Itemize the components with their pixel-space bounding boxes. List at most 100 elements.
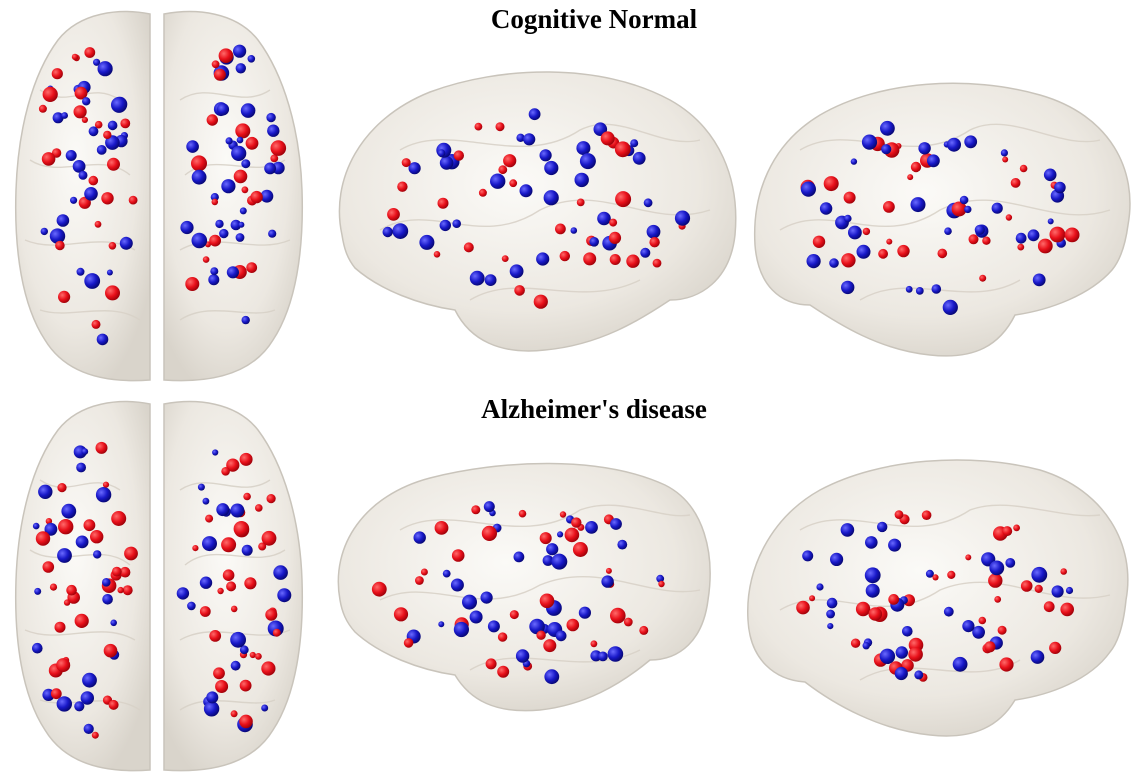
blue-node bbox=[551, 553, 568, 570]
red-node bbox=[495, 122, 505, 132]
blue-node bbox=[484, 274, 497, 286]
blue-node bbox=[643, 198, 653, 208]
red-node bbox=[868, 607, 883, 621]
red-node bbox=[122, 585, 133, 596]
blue-node bbox=[880, 120, 895, 136]
node-layer bbox=[32, 44, 1080, 739]
blue-node bbox=[816, 583, 824, 591]
red-node bbox=[590, 640, 598, 648]
red-node bbox=[108, 242, 117, 250]
blue-node bbox=[74, 701, 85, 712]
red-node bbox=[576, 198, 585, 207]
blue-node bbox=[78, 170, 88, 180]
blue-node bbox=[888, 538, 902, 552]
red-node bbox=[932, 574, 939, 581]
blue-node bbox=[1030, 650, 1045, 664]
blue-node bbox=[516, 133, 525, 142]
red-node bbox=[559, 511, 567, 518]
blue-node bbox=[215, 219, 224, 229]
blue-node bbox=[601, 575, 614, 588]
blue-node bbox=[186, 140, 199, 153]
blue-node bbox=[267, 124, 280, 137]
blue-node bbox=[865, 583, 880, 598]
panel-title-cognitive-normal: Cognitive Normal bbox=[490, 4, 698, 34]
blue-node bbox=[585, 521, 598, 534]
red-node bbox=[107, 157, 120, 171]
red-node bbox=[266, 494, 276, 504]
blue-node bbox=[241, 544, 253, 556]
blue-node bbox=[439, 156, 454, 170]
blue-node bbox=[438, 621, 445, 628]
blue-node bbox=[589, 237, 599, 247]
blue-node bbox=[419, 234, 435, 250]
blue-node bbox=[931, 284, 942, 294]
red-node bbox=[997, 625, 1007, 635]
red-node bbox=[84, 47, 96, 58]
red-node bbox=[433, 251, 441, 258]
red-node bbox=[823, 176, 839, 192]
red-node bbox=[463, 242, 474, 253]
blue-node bbox=[848, 225, 862, 240]
red-node bbox=[623, 617, 633, 627]
blue-node bbox=[947, 137, 961, 152]
red-node bbox=[393, 607, 409, 622]
blue-node bbox=[894, 666, 908, 681]
red-node bbox=[239, 714, 253, 729]
red-node bbox=[50, 688, 62, 700]
blue-node bbox=[176, 587, 190, 600]
blue-node bbox=[203, 701, 220, 717]
red-node bbox=[609, 218, 618, 227]
red-node bbox=[270, 154, 279, 163]
red-node bbox=[209, 630, 222, 642]
blue-node bbox=[97, 61, 113, 77]
blue-node bbox=[111, 96, 127, 113]
red-node bbox=[1002, 156, 1009, 163]
red-node bbox=[658, 580, 665, 588]
red-node bbox=[185, 277, 200, 291]
red-node bbox=[894, 510, 904, 519]
red-node bbox=[81, 116, 88, 123]
red-node bbox=[211, 60, 220, 69]
red-node bbox=[514, 285, 525, 296]
blue-node bbox=[1047, 218, 1054, 225]
blue-node bbox=[268, 229, 277, 238]
blue-node bbox=[110, 619, 117, 627]
blue-node bbox=[197, 483, 205, 491]
blue-node bbox=[536, 252, 550, 266]
blue-node bbox=[105, 135, 120, 150]
blue-node bbox=[802, 550, 814, 562]
blue-node bbox=[32, 522, 40, 530]
blue-node bbox=[515, 649, 530, 663]
red-node bbox=[862, 227, 871, 236]
red-node bbox=[217, 587, 224, 595]
blue-node bbox=[102, 594, 113, 605]
red-node bbox=[91, 319, 101, 329]
red-node bbox=[1049, 226, 1066, 243]
red-node bbox=[572, 542, 588, 557]
red-node bbox=[878, 248, 888, 259]
red-node bbox=[246, 262, 258, 273]
blue-node bbox=[236, 136, 244, 144]
blue-node bbox=[1032, 273, 1046, 287]
red-node bbox=[910, 161, 922, 173]
blue-node bbox=[52, 112, 64, 124]
red-node bbox=[111, 511, 127, 526]
red-node bbox=[518, 509, 527, 518]
blue-node bbox=[212, 449, 219, 456]
red-node bbox=[401, 158, 411, 168]
red-node bbox=[74, 86, 88, 100]
red-node bbox=[199, 606, 211, 617]
red-node bbox=[1060, 568, 1067, 575]
red-node bbox=[652, 258, 662, 268]
blue-node bbox=[75, 535, 89, 549]
red-node bbox=[796, 600, 810, 615]
red-node bbox=[937, 248, 948, 259]
red-node bbox=[908, 647, 923, 662]
blue-node bbox=[959, 195, 969, 205]
blue-node bbox=[1031, 566, 1048, 583]
red-node bbox=[539, 593, 555, 609]
red-node bbox=[497, 665, 510, 678]
blue-node bbox=[576, 141, 591, 156]
blue-node bbox=[972, 625, 985, 639]
